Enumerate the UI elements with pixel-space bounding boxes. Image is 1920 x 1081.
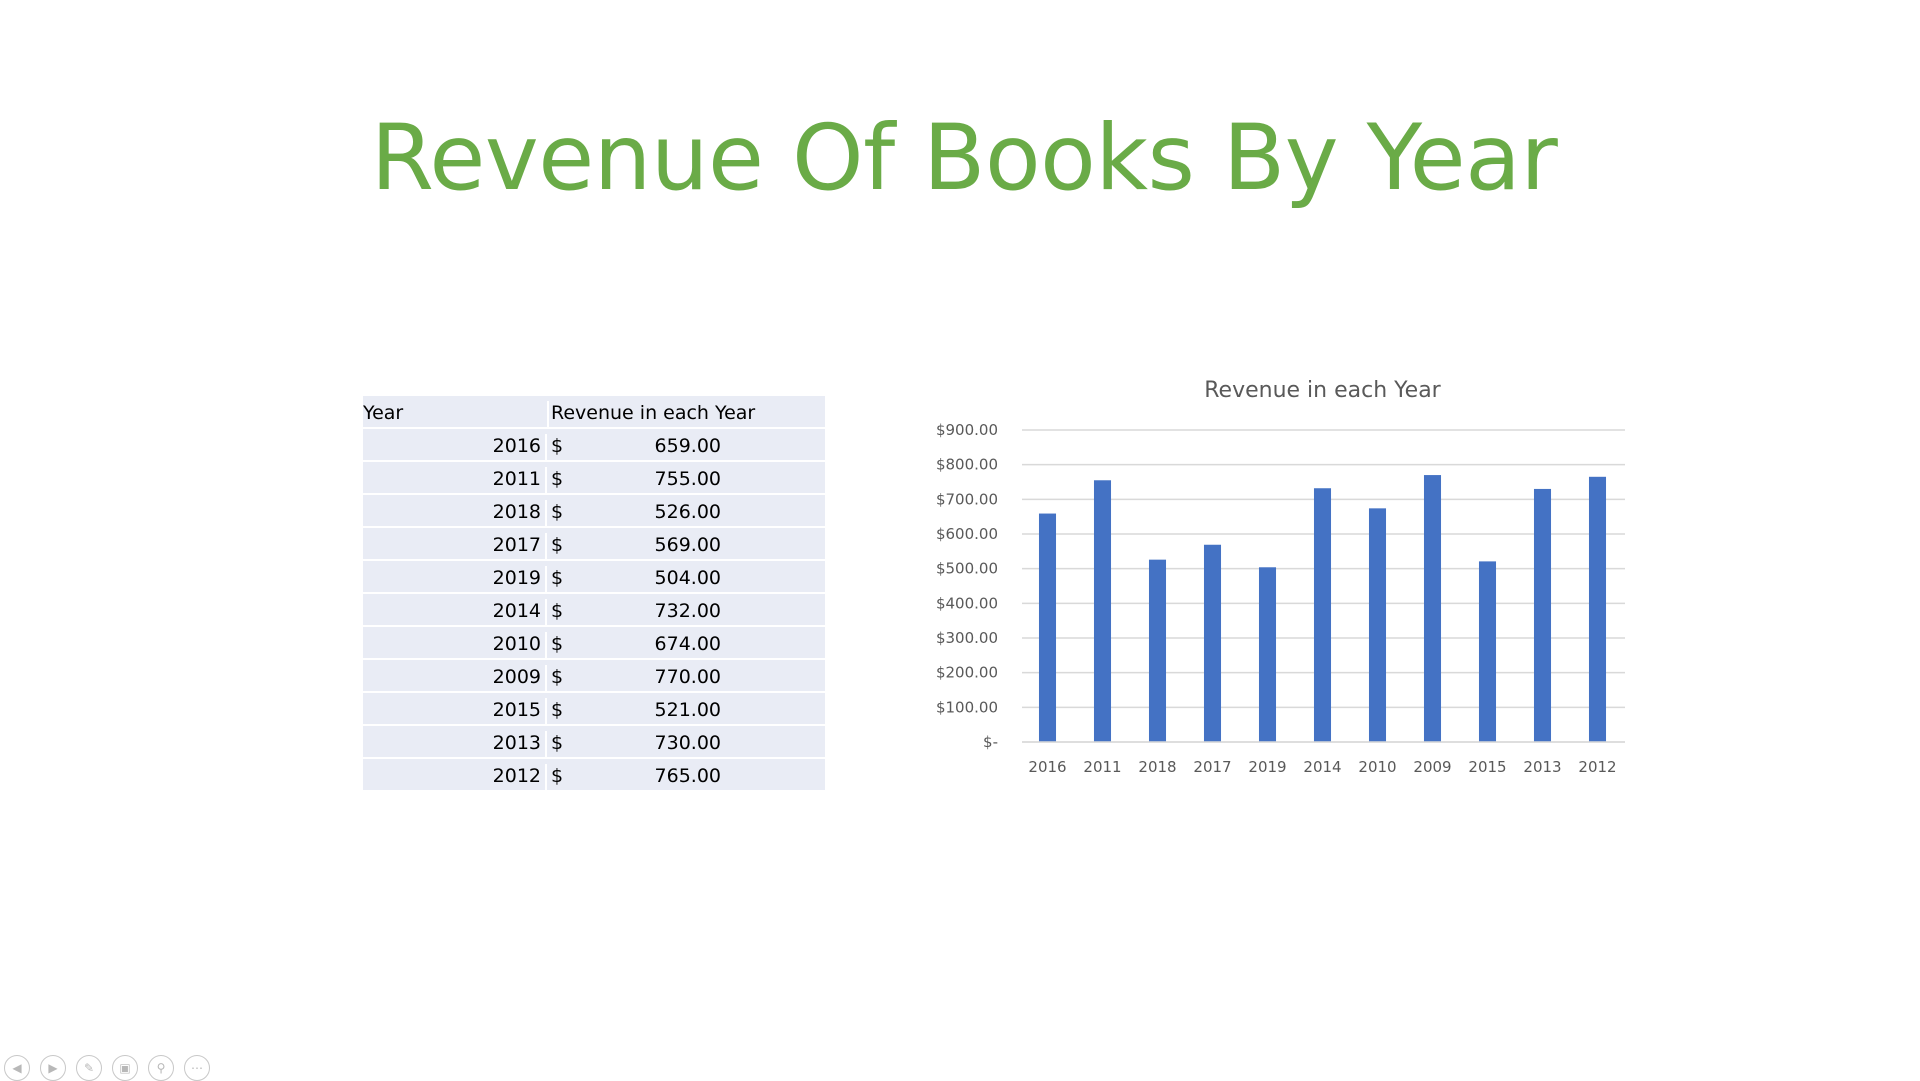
table-body: 2016 $659.00 2011 $755.00 2018 $526.00 2017 $56…	[363, 429, 825, 790]
bar	[1203, 544, 1222, 742]
revenue-table: Year Revenue in each Year 2016 $659.00 201…	[363, 396, 825, 792]
currency-cell: $	[545, 533, 585, 559]
currency-cell: $	[545, 665, 585, 691]
year-cell: 2019	[492, 567, 541, 589]
table-row: 2013 $730.00	[363, 726, 825, 757]
table-row: 2019 $504.00	[363, 561, 825, 592]
year-cell: 2009	[492, 666, 541, 688]
chart-svg: Revenue in each Year $- $100.00 $200.00 $300…	[936, 378, 1625, 776]
bar	[1588, 476, 1607, 742]
y-tick-label: $300.00	[936, 629, 998, 647]
y-tick-label: $700.00	[936, 490, 998, 508]
table-row: 2015 $521.00	[363, 693, 825, 724]
previous-icon[interactable]: ◀	[4, 1055, 30, 1081]
revenue-cell: 770.00	[654, 666, 721, 688]
x-tick-label: 2017	[1193, 758, 1231, 776]
zoom-icon[interactable]: ⚲	[148, 1055, 174, 1081]
bar	[1478, 561, 1497, 742]
currency-cell: $	[545, 632, 585, 658]
slides-icon[interactable]: ▣	[112, 1055, 138, 1081]
bar	[1423, 475, 1442, 742]
year-cell: 2013	[492, 732, 541, 754]
next-icon[interactable]: ▶	[40, 1055, 66, 1081]
year-cell: 2011	[492, 468, 541, 490]
header-revenue: Revenue in each Year	[547, 401, 825, 427]
y-tick-label: $100.00	[936, 698, 998, 716]
x-tick-label: 2016	[1028, 758, 1066, 776]
x-tick-label: 2019	[1248, 758, 1286, 776]
bar	[1148, 559, 1167, 742]
table-row: 2011 $755.00	[363, 462, 825, 493]
table-row: 2010 $674.00	[363, 627, 825, 658]
table-header-row: Year Revenue in each Year	[363, 396, 825, 427]
currency-cell: $	[545, 599, 585, 625]
year-cell: 2014	[492, 600, 541, 622]
currency-cell: $	[545, 566, 585, 592]
bar	[1258, 567, 1277, 742]
header-year: Year	[363, 402, 404, 424]
currency-cell: $	[545, 698, 585, 724]
table-row: 2012 $765.00	[363, 759, 825, 790]
x-tick-label: 2010	[1358, 758, 1396, 776]
y-tick-label: $500.00	[936, 560, 998, 578]
x-tick-label: 2009	[1413, 758, 1451, 776]
revenue-cell: 569.00	[654, 534, 721, 556]
table-row: 2018 $526.00	[363, 495, 825, 526]
y-tick-label: $600.00	[936, 525, 998, 543]
x-tick-label: 2018	[1138, 758, 1176, 776]
x-tick-label: 2012	[1578, 758, 1616, 776]
year-cell: 2018	[492, 501, 541, 523]
bar	[1038, 513, 1057, 742]
revenue-cell: 732.00	[654, 600, 721, 622]
slide-title: Revenue Of Books By Year	[370, 106, 1558, 211]
currency-cell: $	[545, 764, 585, 790]
revenue-cell: 765.00	[654, 765, 721, 787]
currency-cell: $	[545, 467, 585, 493]
year-cell: 2016	[492, 435, 541, 457]
revenue-cell: 659.00	[654, 435, 721, 457]
revenue-cell: 521.00	[654, 699, 721, 721]
x-tick-label: 2013	[1523, 758, 1561, 776]
revenue-chart: Revenue in each Year $- $100.00 $200.00 $300…	[920, 362, 1640, 807]
table-row: 2017 $569.00	[363, 528, 825, 559]
bar	[1093, 480, 1112, 742]
y-tick-label: $800.00	[936, 456, 998, 474]
chart-title: Revenue in each Year	[1204, 378, 1441, 403]
bar	[1533, 488, 1552, 742]
y-tick-label: $400.00	[936, 594, 998, 612]
currency-cell: $	[545, 434, 585, 460]
year-cell: 2012	[492, 765, 541, 787]
y-tick-label: $200.00	[936, 664, 998, 682]
year-cell: 2015	[492, 699, 541, 721]
bar	[1368, 508, 1387, 742]
revenue-cell: 730.00	[654, 732, 721, 754]
bar	[1313, 488, 1332, 742]
more-icon[interactable]: ⋯	[184, 1055, 210, 1081]
currency-cell: $	[545, 500, 585, 526]
revenue-cell: 526.00	[654, 501, 721, 523]
revenue-cell: 674.00	[654, 633, 721, 655]
table-row: 2016 $659.00	[363, 429, 825, 460]
y-tick-label: $900.00	[936, 421, 998, 439]
x-tick-label: 2014	[1303, 758, 1341, 776]
table-row: 2014 $732.00	[363, 594, 825, 625]
year-cell: 2017	[492, 534, 541, 556]
revenue-cell: 504.00	[654, 567, 721, 589]
year-cell: 2010	[492, 633, 541, 655]
table-row: 2009 $770.00	[363, 660, 825, 691]
x-tick-label: 2015	[1468, 758, 1506, 776]
revenue-cell: 755.00	[654, 468, 721, 490]
pen-icon[interactable]: ✎	[76, 1055, 102, 1081]
x-tick-label: 2011	[1083, 758, 1121, 776]
presenter-toolbar: ◀ ▶ ✎ ▣ ⚲ ⋯	[4, 1055, 210, 1081]
currency-cell: $	[545, 731, 585, 757]
y-tick-label: $-	[983, 733, 998, 751]
